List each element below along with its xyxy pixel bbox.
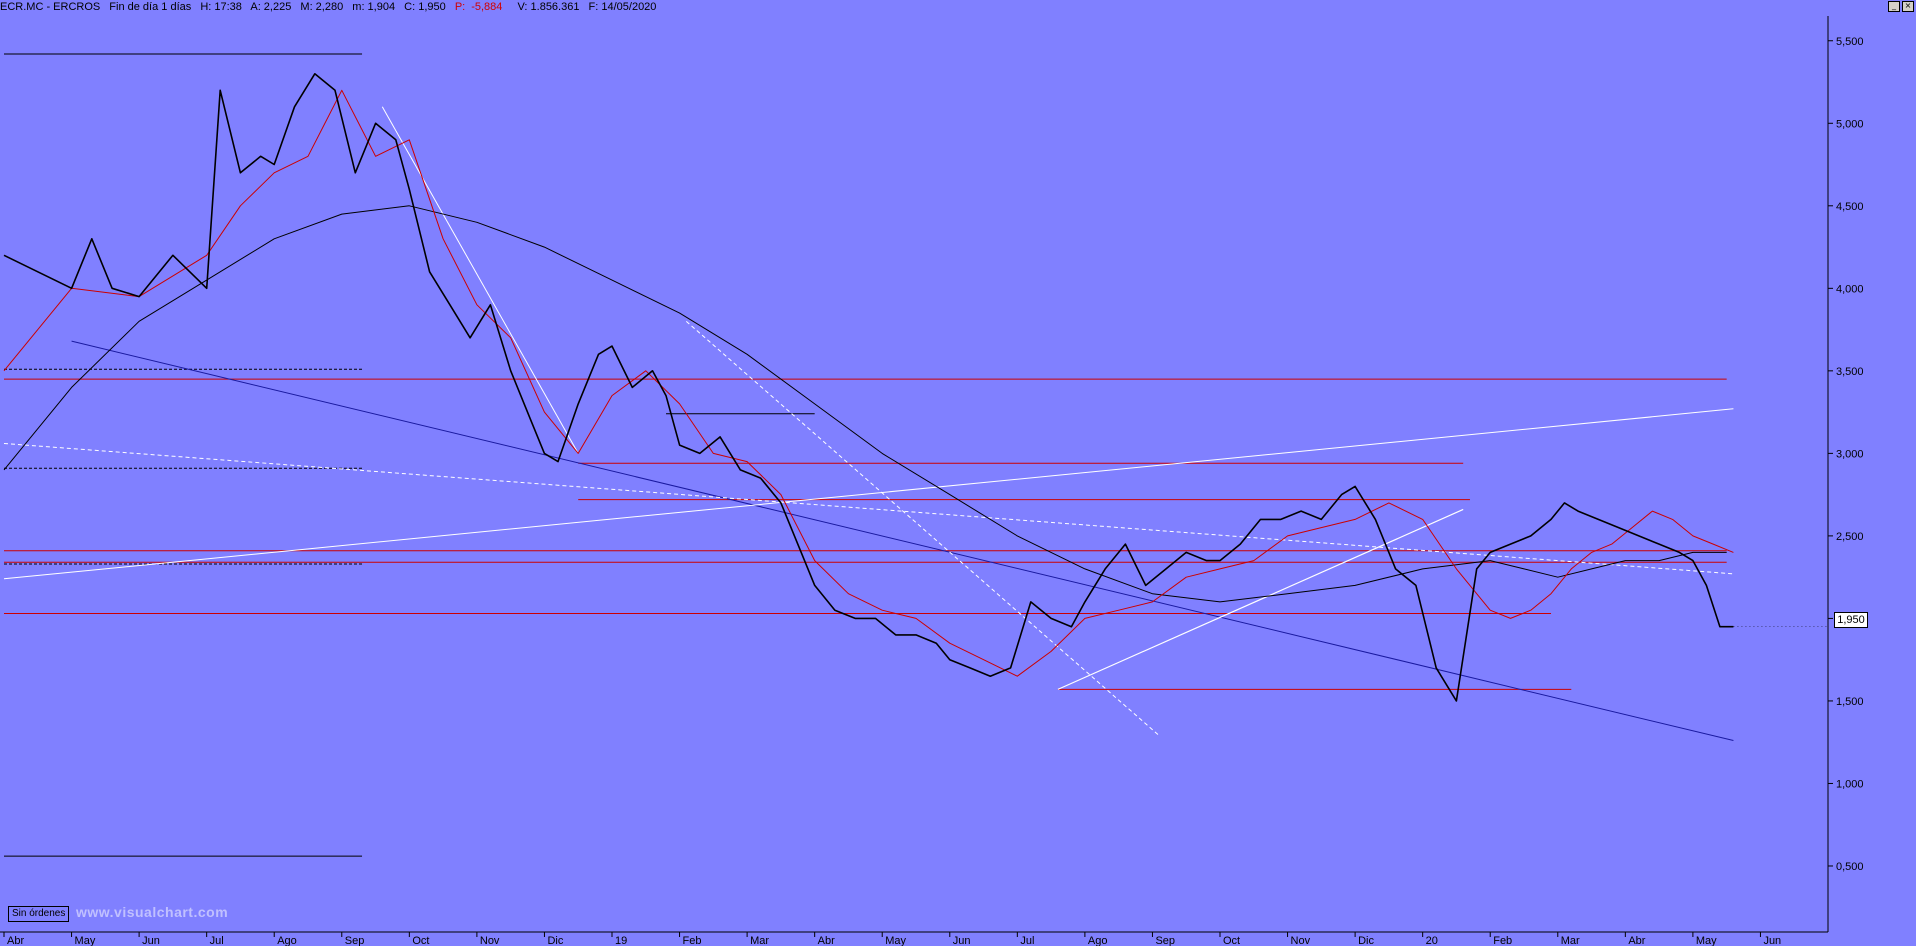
x-tick-label: Mar [1561, 935, 1580, 946]
x-tick-label: 19 [615, 935, 627, 946]
orders-button[interactable]: Sin órdenes [8, 906, 70, 922]
close-label: C: 1,950 [404, 1, 446, 13]
volume-label: V: 1.856.361 [517, 1, 580, 13]
close-icon[interactable]: × [1902, 1, 1914, 12]
x-tick-label: 20 [1426, 935, 1438, 946]
window-buttons: _ × [1888, 1, 1914, 12]
x-tick-label: Abr [1628, 935, 1645, 946]
x-tick-label: Ago [1088, 935, 1108, 946]
x-tick-label: Jul [1020, 935, 1034, 946]
symbol-label: ECR.MC - ERCROS [0, 1, 101, 13]
x-tick-label: Abr [7, 935, 24, 946]
x-tick-label: Oct [1223, 935, 1240, 946]
last-price-box: 1,950 [1834, 612, 1868, 628]
x-tick-label: May [75, 935, 96, 946]
hour-label: H: 17:38 [200, 1, 242, 13]
y-tick-label: 0,500 [1836, 861, 1864, 873]
period-label: Fin de día 1 días [109, 1, 192, 13]
x-tick-label: Jul [210, 935, 224, 946]
x-tick-label: Mar [750, 935, 769, 946]
percent-value: -5,884 [471, 1, 503, 13]
watermark-logo: www.visualchart.com [76, 904, 229, 920]
x-tick-label: Jun [1763, 935, 1781, 946]
y-tick-label: 1,500 [1836, 696, 1864, 708]
white-dashed-down-segment [685, 320, 1160, 736]
x-tick-label: Ago [277, 935, 297, 946]
x-tick-label: Abr [818, 935, 835, 946]
x-tick-label: May [1696, 935, 1717, 946]
y-tick-label: 4,500 [1836, 201, 1864, 213]
white-up-segment [1057, 508, 1464, 690]
chart-header: ECR.MC - ERCROS Fin de día 1 días H: 17:… [0, 0, 1916, 14]
x-tick-label: Sep [1155, 935, 1175, 946]
series-ma-long [3, 205, 1727, 603]
x-tick-label: Jun [953, 935, 971, 946]
x-tick-label: Oct [412, 935, 429, 946]
x-tick-label: May [885, 935, 906, 946]
date-label: F: 14/05/2020 [588, 1, 657, 13]
y-tick-label: 4,000 [1836, 283, 1864, 295]
x-tick-label: Feb [1493, 935, 1512, 946]
series-price [3, 73, 1734, 702]
y-tick-label: 5,500 [1836, 36, 1864, 48]
x-tick-label: Feb [683, 935, 702, 946]
series-ma-short [3, 89, 1734, 677]
x-tick-label: Nov [1291, 935, 1311, 946]
open-label: A: 2,225 [250, 1, 292, 13]
x-tick-label: Nov [480, 935, 500, 946]
blue-downtrend-line [71, 340, 1734, 742]
percent-label: P: -5,884 [455, 1, 509, 13]
minimize-icon[interactable]: _ [1888, 1, 1900, 12]
x-tick-label: Jun [142, 935, 160, 946]
y-tick-label: 1,000 [1836, 778, 1864, 790]
low-label: m: 1,904 [352, 1, 396, 13]
y-tick-label: 5,000 [1836, 118, 1864, 130]
x-tick-label: Dic [547, 935, 563, 946]
white-uptrend-line [3, 408, 1734, 580]
x-tick-label: Sep [345, 935, 365, 946]
percent-prefix: P: [454, 1, 466, 13]
white-down-segment [381, 106, 579, 454]
y-tick-label: 2,500 [1836, 531, 1864, 543]
high-label: M: 2,280 [300, 1, 344, 13]
y-tick-label: 3,000 [1836, 448, 1864, 460]
y-tick-label: 3,500 [1836, 366, 1864, 378]
x-tick-label: Dic [1358, 935, 1374, 946]
